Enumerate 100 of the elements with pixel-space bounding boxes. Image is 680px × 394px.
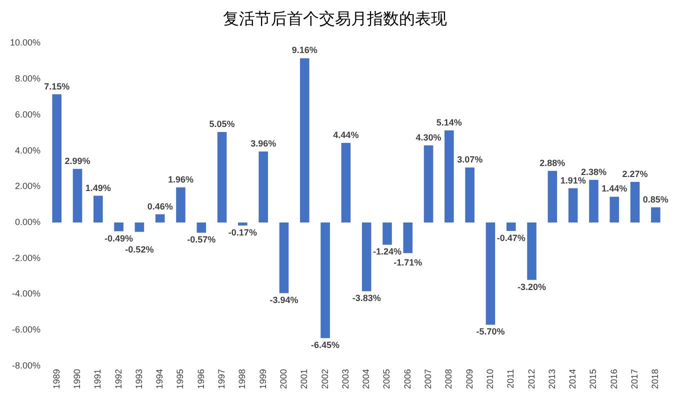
x-tick-label: 1993 <box>134 368 144 390</box>
bar <box>155 214 165 223</box>
data-label: -3.83% <box>352 293 381 304</box>
x-tick-label: 2011 <box>506 368 516 388</box>
bar <box>589 180 598 223</box>
y-tick-label: -8.00% <box>12 360 41 370</box>
bar <box>300 58 310 223</box>
chart-title: 复活节后首个交易月指数的表现 <box>223 8 447 28</box>
y-tick-label: 8.00% <box>14 74 41 84</box>
bar <box>403 222 413 254</box>
x-tick-label: 1999 <box>258 368 268 390</box>
data-label: 5.14% <box>436 117 462 128</box>
x-tick-label: 2010 <box>484 368 495 390</box>
x-tick-label: 2007 <box>423 368 434 390</box>
bar <box>527 222 536 280</box>
x-tick-label: 1990 <box>72 368 82 390</box>
bar <box>341 142 351 223</box>
data-label: 2.27% <box>622 168 648 179</box>
data-label: 1.44% <box>602 184 628 194</box>
bar <box>258 152 268 223</box>
x-tick-label: 2017 <box>630 368 640 390</box>
bar <box>52 94 62 223</box>
x-tick-label: 1996 <box>196 368 206 390</box>
bar <box>72 168 82 223</box>
x-tick-label: 2003 <box>340 368 350 390</box>
data-label: 1.49% <box>85 182 111 193</box>
x-tick-label: 2006 <box>402 368 412 390</box>
x-tick-label: 2016 <box>608 368 619 390</box>
x-tick-label: 2001 <box>299 368 310 390</box>
x-tick-label: 1995 <box>175 368 186 390</box>
bar <box>424 145 434 223</box>
data-label: 2.99% <box>64 156 90 166</box>
data-label: -0.49% <box>104 233 134 244</box>
bar <box>568 188 578 223</box>
bar <box>465 167 474 223</box>
x-tick-label: 2000 <box>278 368 288 390</box>
x-tick-label: 1992 <box>113 368 124 390</box>
data-label: -6.45% <box>311 340 340 350</box>
bar <box>486 222 496 325</box>
x-tick-label: 1997 <box>216 368 227 390</box>
x-tick-label: 2015 <box>588 368 598 390</box>
x-tick-label: 2012 <box>526 368 536 390</box>
x-tick-label: 1989 <box>51 368 62 390</box>
y-tick-label: -2.00% <box>12 252 41 263</box>
data-label: 9.16% <box>292 45 318 56</box>
x-tick-label: 2013 <box>546 368 557 390</box>
bar <box>279 222 289 294</box>
bar <box>362 222 372 292</box>
data-label: 2.38% <box>580 166 606 177</box>
data-label: 1.96% <box>168 174 194 184</box>
data-label: -5.70% <box>476 326 505 337</box>
data-label: 0.85% <box>642 194 668 204</box>
bar <box>382 222 392 245</box>
x-tick-label: 1991 <box>92 368 103 390</box>
bar <box>217 132 227 223</box>
bar <box>238 222 248 226</box>
bar <box>610 196 620 223</box>
x-tick-label: 2008 <box>444 368 454 390</box>
data-label: 3.07% <box>457 154 483 164</box>
y-tick-label: 2.00% <box>14 181 41 192</box>
x-tick-label: 2009 <box>464 368 474 390</box>
data-label: -3.20% <box>518 282 546 292</box>
bar <box>94 196 103 223</box>
y-tick-label: -4.00% <box>12 288 41 299</box>
y-tick-label: 6.00% <box>14 109 41 120</box>
x-tick-label: 2002 <box>320 368 330 390</box>
x-tick-label: 1994 <box>154 368 165 390</box>
data-label: 5.05% <box>209 118 235 129</box>
y-tick-label: 4.00% <box>14 145 41 156</box>
bar <box>444 130 454 223</box>
x-tick-label: 1998 <box>237 368 248 390</box>
bar <box>134 222 144 232</box>
data-label: 7.15% <box>44 81 70 92</box>
y-tick-label: 10.00% <box>10 38 41 48</box>
data-label: 4.30% <box>416 132 442 142</box>
data-label: -0.57% <box>187 234 216 245</box>
data-label: 3.96% <box>250 138 276 148</box>
bar <box>548 170 558 223</box>
data-label: -0.52% <box>125 244 154 254</box>
data-label: 1.91% <box>560 175 586 186</box>
bar <box>630 182 640 223</box>
bar <box>506 222 516 231</box>
data-label: -3.94% <box>270 295 298 306</box>
y-tick-label: -6.00% <box>12 324 41 335</box>
y-tick-label: 0.00% <box>14 217 41 228</box>
x-tick-label: 2018 <box>650 368 660 390</box>
data-label: -0.17% <box>228 228 257 238</box>
bar <box>196 222 206 233</box>
data-label: -1.71% <box>394 258 422 268</box>
data-label: -0.47% <box>496 232 526 243</box>
data-label: 4.44% <box>333 130 359 140</box>
bar <box>114 222 124 232</box>
bar <box>176 187 186 223</box>
data-label: 2.88% <box>540 158 566 168</box>
data-label: -1.24% <box>372 246 402 257</box>
x-tick-label: 2014 <box>568 368 578 390</box>
x-tick-label: 2004 <box>361 368 372 390</box>
x-tick-label: 2005 <box>382 368 392 390</box>
bar <box>320 222 330 338</box>
data-label: 0.46% <box>147 201 173 212</box>
